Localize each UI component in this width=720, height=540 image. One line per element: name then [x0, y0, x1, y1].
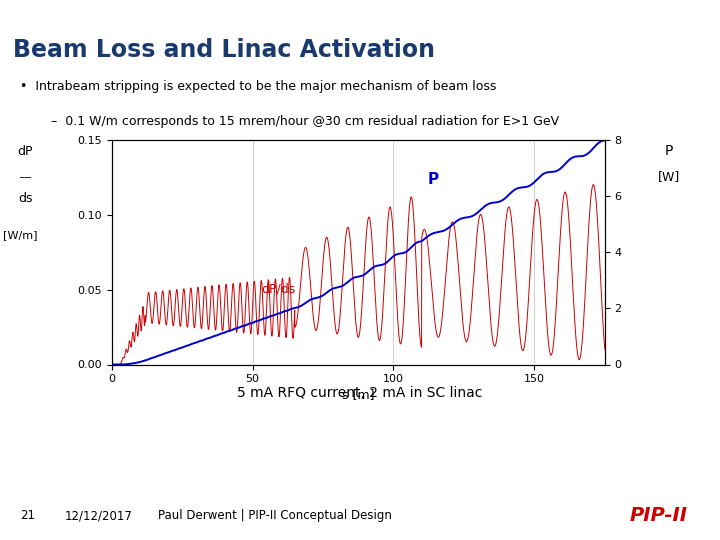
Text: 12/12/2017: 12/12/2017: [65, 509, 132, 522]
Text: dP: dP: [17, 145, 33, 158]
Text: PIP-II: PIP-II: [630, 506, 688, 525]
Text: 5 mA RFQ current, 2 mA in SC linac: 5 mA RFQ current, 2 mA in SC linac: [238, 386, 482, 400]
Text: [W]: [W]: [658, 170, 680, 183]
Text: P: P: [665, 144, 673, 158]
Text: –  0.1 W/m corresponds to 15 mrem/hour @30 cm residual radiation for E>1 GeV: – 0.1 W/m corresponds to 15 mrem/hour @3…: [51, 116, 559, 129]
Text: ds: ds: [18, 192, 32, 205]
Text: dP/ds: dP/ds: [261, 283, 295, 296]
Text: P: P: [427, 172, 438, 187]
Text: ✱ Fermilab: ✱ Fermilab: [633, 5, 709, 19]
Text: ―: ―: [19, 172, 31, 182]
Text: 21: 21: [20, 509, 35, 522]
Text: Paul Derwent | PIP-II Conceptual Design: Paul Derwent | PIP-II Conceptual Design: [158, 509, 392, 522]
Text: Beam Loss and Linac Activation: Beam Loss and Linac Activation: [13, 38, 435, 62]
Text: [W/m]: [W/m]: [3, 230, 37, 240]
Text: •  Intrabeam stripping is expected to be the major mechanism of beam loss: • Intrabeam stripping is expected to be …: [20, 80, 496, 93]
X-axis label: s [m]: s [m]: [342, 388, 374, 401]
